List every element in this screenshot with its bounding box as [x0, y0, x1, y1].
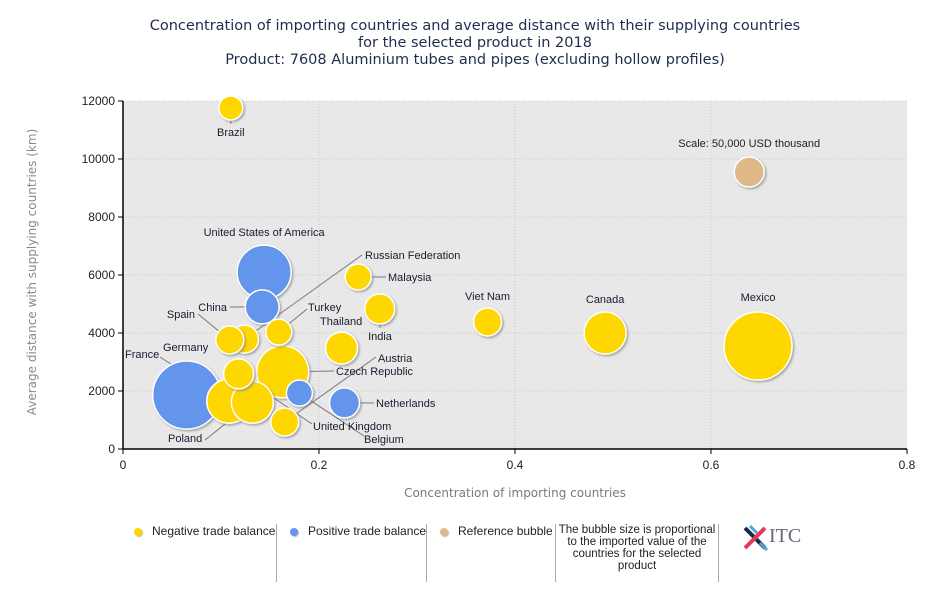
x-tick-label: 0.2: [311, 458, 328, 472]
legend-positive: Positive trade balance: [290, 524, 426, 538]
chart-title: Concentration of importing countries and…: [0, 18, 950, 69]
bubble-thailand: [324, 331, 359, 365]
y-tick-label: 10000: [82, 152, 116, 166]
leader-line-russian-federation: [244, 254, 363, 340]
bubble-united-kingdom: [222, 358, 255, 390]
bubble-label-china: China: [198, 302, 228, 314]
bubble-label-belgium: Belgium: [364, 434, 404, 446]
y-tick-label: 6000: [88, 268, 115, 282]
bubble-label-austria: Austria: [378, 353, 413, 365]
bubble-labels: Brazil United States of America China Russi…: [125, 127, 820, 446]
chart-title-line-3: Product: 7608 Aluminium tubes and pipes …: [225, 52, 725, 68]
reference-bubble: [733, 156, 765, 188]
legend-negative: Negative trade balance: [134, 524, 275, 538]
bubble-netherlands: [328, 387, 361, 419]
bubble-viet-nam: [472, 307, 503, 337]
negative-dot-icon: [134, 527, 142, 536]
legend-divider: [426, 524, 427, 582]
bubble-malaysia: [344, 263, 372, 291]
legend-divider: [276, 524, 277, 582]
legend-positive-label: Positive trade balance: [308, 524, 427, 538]
bubble-mexico: [723, 311, 793, 381]
bubbles: [151, 95, 793, 437]
bubble-label-poland: Poland: [168, 433, 202, 445]
bubble-belgium: [285, 379, 314, 407]
bubble-label-united-kingdom: United Kingdom: [313, 421, 391, 433]
x-tick-label: 0.8: [899, 458, 916, 472]
positive-dot-icon: [290, 527, 298, 536]
y-tick-label: 12000: [82, 94, 116, 108]
leader-line-austria: [284, 356, 377, 423]
bubble-label-brazil: Brazil: [217, 127, 245, 139]
y-tick-label: 8000: [88, 210, 115, 224]
x-tick-label: 0.4: [507, 458, 524, 472]
bubble-label-germany: Germany: [163, 342, 209, 354]
y-tick-label: 2000: [88, 384, 115, 398]
bubble-label-spain: Spain: [167, 309, 195, 321]
y-tick-label: 4000: [88, 326, 115, 340]
bubble-label-thailand: Thailand: [320, 316, 362, 328]
bubble-label-netherlands: Netherlands: [376, 398, 436, 410]
chart-title-line-1: Concentration of importing countries and…: [149, 18, 801, 34]
bubble-india: [364, 293, 396, 325]
bubble-label-turkey: Turkey: [308, 302, 342, 314]
y-tick-label: 0: [108, 442, 115, 456]
legend-reference: Reference bubble: [440, 524, 553, 538]
legend-divider: [718, 524, 719, 582]
legend-divider: [555, 524, 556, 582]
bubble-spain: [215, 325, 245, 355]
bubble-label-canada: Canada: [586, 294, 625, 306]
bubble-label-russian-federation: Russian Federation: [365, 250, 460, 262]
gridlines: [123, 100, 907, 449]
bubble-china: [244, 289, 280, 325]
legend-reference-label: Reference bubble: [458, 524, 553, 538]
reference-dot-icon: [440, 527, 448, 536]
legend: Negative trade balance Positive trade ba…: [120, 518, 820, 582]
bubble-label-mexico: Mexico: [741, 292, 776, 304]
itc-logo: ITC: [742, 524, 822, 553]
x-tick-label: 0: [120, 458, 127, 472]
bubble-label-india: India: [368, 331, 393, 343]
legend-size-note: The bubble size is proportional to the i…: [558, 524, 716, 572]
itc-logo-icon: [743, 524, 769, 552]
axes: 0 2000 4000 6000 8000 10000 12000 0 0.2 0.4 0.6 0.8: [82, 94, 916, 472]
bubble-austria: [269, 407, 300, 437]
bubble-label-france: France: [125, 349, 159, 361]
itc-logo-text: ITC: [769, 525, 802, 547]
reference-bubble-label: Scale: 50,000 USD thousand: [678, 138, 820, 150]
bubble-label-malaysia: Malaysia: [388, 272, 432, 284]
bubble-brazil: [218, 95, 244, 121]
legend-negative-label: Negative trade balance: [152, 524, 276, 538]
bubble-canada: [583, 311, 627, 355]
y-axis-label: Average distance with supplying countrie…: [25, 128, 39, 416]
bubble-turkey: [265, 318, 293, 346]
bubble-label-viet-nam: Viet Nam: [465, 291, 510, 303]
x-axis-label: Concentration of importing countries: [404, 486, 626, 500]
x-tick-label: 0.6: [703, 458, 720, 472]
chart-title-line-2: for the selected product in 2018: [358, 35, 592, 51]
bubble-label-czech-republic: Czech Republic: [336, 366, 414, 378]
bubble-label-united-states-of-america: United States of America: [204, 227, 326, 239]
